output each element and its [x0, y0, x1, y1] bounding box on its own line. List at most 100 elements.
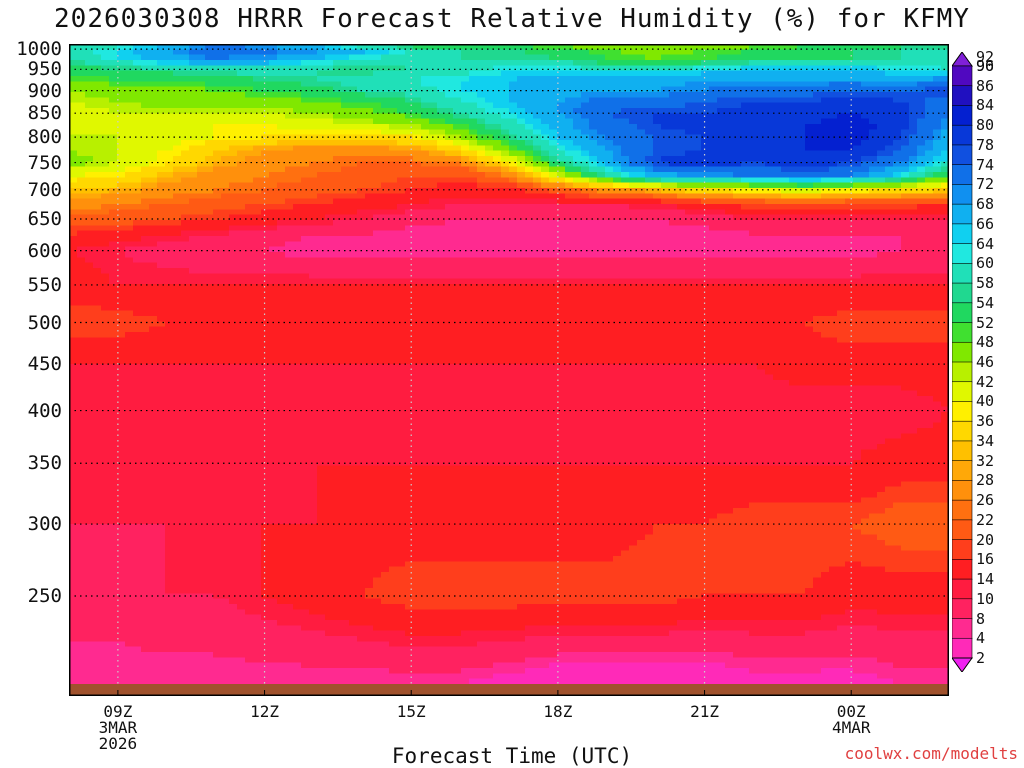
rh-cell — [669, 129, 678, 136]
rh-cell — [877, 124, 886, 130]
rh-cell — [693, 92, 702, 98]
rh-cell — [197, 156, 206, 162]
rh-cell — [645, 76, 654, 82]
rh-cell — [485, 54, 494, 61]
rh-cell — [85, 236, 94, 242]
rh-cell — [597, 129, 606, 136]
rh-cell — [357, 54, 366, 61]
rh-cell — [213, 134, 222, 141]
rh-cell — [165, 241, 174, 248]
rh-cell — [517, 166, 526, 173]
rh-cell — [669, 278, 678, 285]
rh-cell — [853, 156, 862, 162]
rh-cell — [605, 49, 614, 56]
rh-cell — [501, 108, 510, 114]
rh-cell — [293, 204, 302, 210]
rh-cell — [941, 204, 949, 210]
rh-cell — [325, 49, 334, 56]
rh-cell — [741, 161, 750, 168]
rh-cell — [117, 161, 126, 168]
rh-cell — [941, 81, 949, 88]
rh-cell — [709, 76, 718, 82]
rh-cell — [373, 60, 382, 66]
rh-cell — [845, 140, 854, 146]
rh-cell — [381, 118, 390, 125]
rh-cell — [317, 113, 326, 120]
rh-cell — [413, 268, 422, 274]
rh-cell — [165, 97, 174, 104]
rh-cell — [229, 124, 238, 130]
rh-cell — [381, 81, 390, 88]
rh-cell — [69, 182, 78, 189]
rh-cell — [581, 118, 590, 125]
rh-cell — [917, 70, 926, 77]
rh-cell — [117, 209, 126, 216]
rh-cell — [773, 166, 782, 173]
rh-cell — [525, 236, 534, 242]
rh-cell — [453, 252, 462, 258]
rh-cell — [149, 70, 158, 77]
rh-cell — [781, 145, 790, 152]
rh-cell — [221, 257, 230, 264]
rh-cell — [221, 241, 230, 248]
rh-cell — [301, 60, 310, 66]
rh-cell — [101, 140, 110, 146]
rh-cell — [221, 65, 230, 72]
rh-cell — [805, 76, 814, 82]
rh-cell — [445, 273, 454, 280]
rh-cell — [677, 134, 686, 141]
rh-cell — [781, 166, 790, 173]
rh-cell — [733, 273, 742, 280]
rh-cell — [685, 246, 694, 253]
rh-cell — [117, 81, 126, 88]
rh-cell — [165, 209, 174, 216]
rh-cell — [773, 278, 782, 285]
rh-cell — [101, 134, 110, 141]
rh-cell — [293, 145, 302, 152]
rh-cell — [101, 81, 110, 88]
rh-cell — [277, 177, 286, 184]
rh-cell — [917, 65, 926, 72]
rh-cell — [173, 65, 182, 72]
rh-cell — [893, 97, 902, 104]
rh-cell — [341, 118, 350, 125]
rh-cell — [853, 214, 862, 221]
rh-cell — [893, 108, 902, 114]
rh-cell — [165, 140, 174, 146]
rh-cell — [565, 102, 574, 109]
rh-cell — [725, 145, 734, 152]
rh-cell — [445, 60, 454, 66]
rh-cell — [85, 225, 94, 232]
rh-cell — [189, 182, 198, 189]
rh-cell — [885, 252, 894, 258]
rh-cell — [853, 102, 862, 109]
rh-cell — [437, 193, 446, 200]
rh-cell — [613, 193, 622, 200]
rh-cell — [405, 284, 414, 290]
rh-cell — [885, 230, 894, 237]
rh-cell — [637, 209, 646, 216]
rh-cell — [621, 278, 630, 285]
rh-cell — [861, 54, 870, 61]
rh-cell — [157, 188, 166, 194]
rh-cell — [381, 113, 390, 120]
rh-cell — [805, 225, 814, 232]
rh-cell — [533, 193, 542, 200]
rh-cell — [749, 273, 758, 280]
rh-cell — [573, 108, 582, 114]
rh-cell — [669, 236, 678, 242]
rh-cell — [861, 108, 870, 114]
rh-cell — [853, 129, 862, 136]
rh-cell — [701, 268, 710, 274]
rh-cell — [125, 150, 134, 157]
rh-cell — [117, 54, 126, 61]
rh-cell — [493, 204, 502, 210]
rh-cell — [301, 177, 310, 184]
rh-cell — [213, 54, 222, 61]
rh-cell — [357, 198, 366, 205]
rh-cell — [461, 241, 470, 248]
rh-cell — [69, 177, 78, 184]
rh-cell — [677, 60, 686, 66]
rh-cell — [693, 140, 702, 146]
rh-cell — [421, 166, 430, 173]
